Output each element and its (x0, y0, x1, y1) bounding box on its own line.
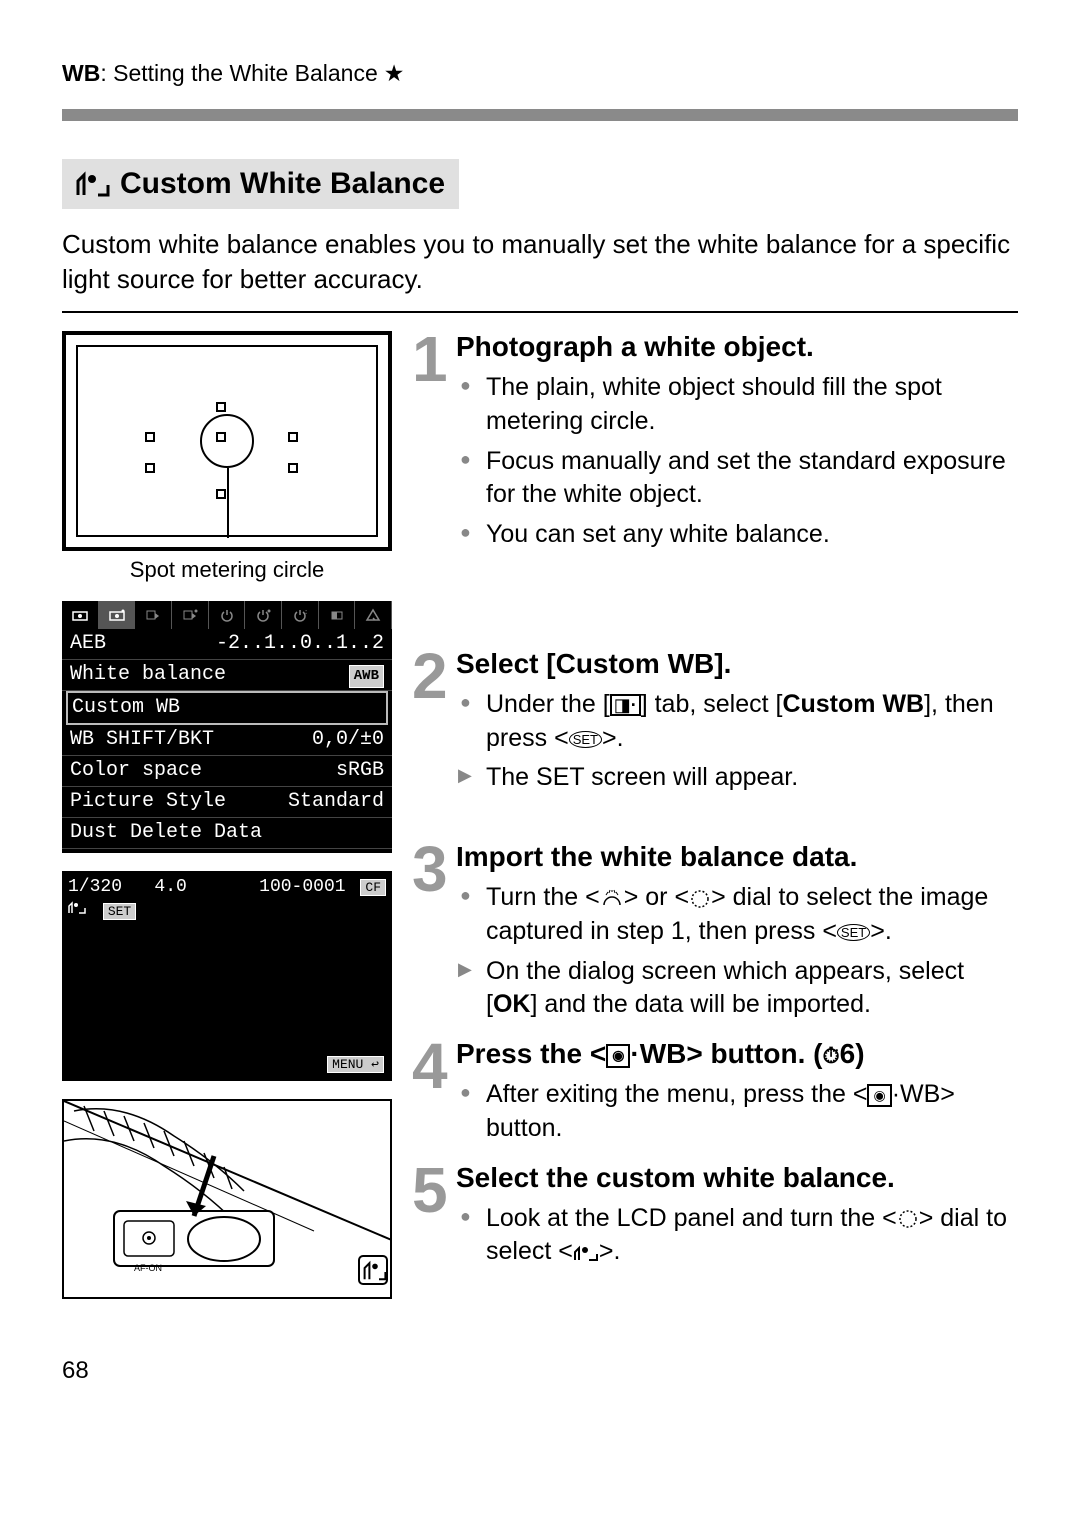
step-number: 1 (412, 331, 456, 558)
bullet-item: Focus manually and set the standard expo… (456, 445, 1018, 513)
step-number: 2 (412, 648, 456, 801)
bullet-item: Under the [◨·] tab, select [Custom WB], … (456, 688, 1018, 756)
bullet-item: Look at the LCD panel and turn the <> di… (456, 1202, 1018, 1270)
thin-rule (62, 311, 1018, 313)
bullet-item: On the dialog screen which appears, sele… (456, 955, 1018, 1023)
step-title: Import the white balance data. (456, 841, 1018, 873)
section-title-text: Custom White Balance (120, 167, 445, 201)
viewfinder-caption: Spot metering circle (62, 557, 392, 583)
right-column: 1Photograph a white object. The plain, wh… (412, 331, 1018, 1317)
file-number: 100-0001 (259, 877, 345, 897)
menu-badge: MENU ↩ (327, 1056, 384, 1073)
step: 2Select [Custom WB]. Under the [◨·] tab, … (412, 648, 1018, 801)
header-title: : Setting the White Balance (100, 60, 377, 87)
aperture: 4.0 (154, 877, 186, 897)
bullet-item: The plain, white object should fill the … (456, 371, 1018, 439)
bullet-item: After exiting the menu, press the <◉·WB>… (456, 1078, 1018, 1146)
menu-row: AEB-2..1..0..1..2 (62, 629, 392, 660)
content-columns: Spot metering circle : AEB-2..1..0..1..2… (62, 331, 1018, 1317)
bullet-item: You can set any white balance. (456, 518, 1018, 552)
bullet-item: Turn the <> or <> dial to select the ima… (456, 881, 1018, 949)
section-title: Custom White Balance (62, 159, 459, 209)
star-icon: ★ (384, 60, 405, 87)
menu-row: Picture StyleStandard (62, 787, 392, 818)
camera-sketch: AF-ON (62, 1099, 392, 1299)
af-point (288, 463, 298, 473)
menu-tabs: : (62, 601, 392, 629)
af-point (145, 463, 155, 473)
step: 5Select the custom white balance. Look at… (412, 1162, 1018, 1276)
af-point (288, 432, 298, 442)
step: 3Import the white balance data. Turn the … (412, 841, 1018, 1028)
menu-row: Custom WB (66, 691, 388, 725)
custom-wb-icon (76, 171, 110, 197)
custom-wb-small-icon (68, 901, 88, 915)
menu-row: WB SHIFT/BKT0,0/±0 (62, 725, 392, 756)
step-title: Select [Custom WB]. (456, 648, 1018, 680)
step: 4Press the <◉·WB> button. (⏱6) After exit… (412, 1038, 1018, 1152)
step-title: Select the custom white balance. (456, 1162, 1018, 1194)
left-column: Spot metering circle : AEB-2..1..0..1..2… (62, 331, 392, 1317)
af-point (216, 432, 226, 442)
menu-screenshot: : AEB-2..1..0..1..2White balanceAWBCusto… (62, 601, 392, 853)
svg-text::: : (304, 609, 308, 617)
wb-prefix: WB (62, 60, 100, 87)
leader-line (227, 468, 229, 538)
playback-screenshot: 1/320 4.0 100-0001 CF SET MENU ↩ (62, 871, 392, 1081)
header-rule (62, 109, 1018, 121)
af-point (216, 489, 226, 499)
step: 1Photograph a white object. The plain, wh… (412, 331, 1018, 558)
af-point (145, 432, 155, 442)
menu-row: Color spacesRGB (62, 756, 392, 787)
cf-badge: CF (360, 879, 386, 896)
step-title: Photograph a white object. (456, 331, 1018, 363)
intro-text: Custom white balance enables you to manu… (62, 227, 1018, 297)
set-badge: SET (103, 903, 136, 920)
viewfinder-figure: Spot metering circle (62, 331, 392, 583)
spot-metering-circle (200, 414, 254, 468)
page-number: 68 (62, 1357, 1018, 1385)
step-number: 3 (412, 841, 456, 1028)
step-number: 4 (412, 1038, 456, 1152)
menu-row: White balanceAWB (62, 660, 392, 691)
shutter-speed: 1/320 (68, 877, 122, 897)
bullet-item: The SET screen will appear. (456, 761, 1018, 795)
menu-row: Dust Delete Data (62, 818, 392, 849)
step-title: Press the <◉·WB> button. (⏱6) (456, 1038, 1018, 1070)
step-number: 5 (412, 1162, 456, 1276)
page-header: WB : Setting the White Balance ★ (62, 60, 1018, 87)
af-point (216, 402, 226, 412)
svg-text:AF-ON: AF-ON (134, 1263, 162, 1273)
